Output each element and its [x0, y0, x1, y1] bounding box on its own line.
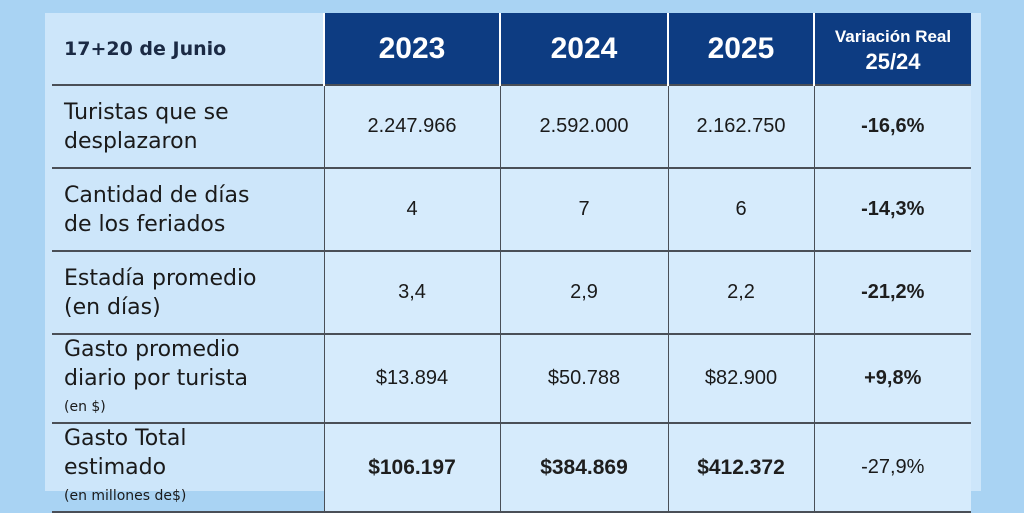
header-variation: Variación Real 25/24 — [813, 13, 971, 85]
cell-2025: 6 — [667, 167, 814, 251]
cell-2025: 2.162.750 — [667, 84, 814, 168]
row-label-line1: Gasto Total — [64, 426, 187, 451]
header-2024: 2024 — [499, 13, 668, 85]
cell-2023: 4 — [323, 167, 500, 251]
row-label-line2: desplazaron — [64, 128, 198, 154]
cell-2024: 7 — [499, 167, 668, 251]
row-label-text: estimado — [64, 455, 167, 480]
table-row: Estadía promedio (en días) 3,4 2,9 2,2 -… — [52, 250, 971, 334]
row-label-line2: diario por turista (en $) — [64, 364, 324, 422]
header-variation-line2: 25/24 — [865, 48, 921, 74]
header-2023: 2023 — [323, 13, 500, 85]
row-label: Gasto Total estimado (en millones de$) — [52, 422, 324, 513]
row-label-unit: (en $) — [64, 399, 106, 415]
cell-variation: -16,6% — [813, 84, 971, 168]
cell-variation: -27,9% — [813, 422, 971, 513]
header-variation-line1: Variación Real — [834, 26, 952, 46]
cell-variation: -21,2% — [813, 250, 971, 334]
row-label: Estadía promedio (en días) — [52, 250, 324, 334]
table-row: Cantidad de días de los feriados 4 7 6 -… — [52, 167, 971, 251]
cell-2025: $412.372 — [667, 422, 814, 513]
cell-2023: 3,4 — [323, 250, 500, 334]
cell-2025: 2,2 — [667, 250, 814, 334]
row-label-line1: Cantidad de días — [64, 182, 250, 208]
table-row: Gasto promedio diario por turista (en $)… — [52, 333, 971, 423]
table-row: Gasto Total estimado (en millones de$) $… — [52, 422, 971, 513]
cell-2023: $106.197 — [323, 422, 500, 513]
row-label: Turistas que se desplazaron — [52, 84, 324, 168]
cell-2023: $13.894 — [323, 333, 500, 423]
row-label-line2: (en días) — [64, 294, 161, 320]
table-row: Turistas que se desplazaron 2.247.966 2.… — [52, 84, 971, 168]
row-label-line1: Estadía promedio — [64, 265, 257, 291]
row-label-line1: Turistas que se — [64, 99, 229, 125]
cell-2024: $50.788 — [499, 333, 668, 423]
cell-2025: $82.900 — [667, 333, 814, 423]
row-label-line2: estimado (en millones de$) — [64, 453, 324, 511]
cell-2024: 2.592.000 — [499, 84, 668, 168]
cell-2024: 2,9 — [499, 250, 668, 334]
tourism-table: 17+20 de Junio 2023 2024 2025 Variación … — [52, 13, 971, 513]
row-label-text: diario por turista — [64, 366, 248, 391]
row-label-line2: de los feriados — [64, 211, 226, 237]
row-label: Cantidad de días de los feriados — [52, 167, 324, 251]
row-label: Gasto promedio diario por turista (en $) — [52, 333, 324, 423]
row-label-line1: Gasto promedio — [64, 337, 240, 362]
corner-label: 17+20 de Junio — [64, 37, 227, 60]
cell-variation: +9,8% — [813, 333, 971, 423]
cell-variation: -14,3% — [813, 167, 971, 251]
row-label-unit: (en millones de$) — [64, 488, 187, 504]
header-2025: 2025 — [667, 13, 814, 85]
cell-2024: $384.869 — [499, 422, 668, 513]
header-row: 17+20 de Junio 2023 2024 2025 Variación … — [52, 13, 971, 85]
cell-2023: 2.247.966 — [323, 84, 500, 168]
